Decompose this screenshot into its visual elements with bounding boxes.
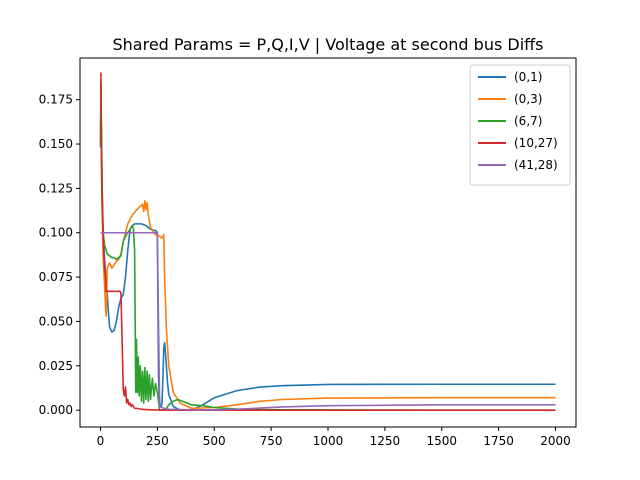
x-tick-label: 1750	[483, 434, 514, 448]
legend-entry-label: (0,3)	[514, 92, 542, 106]
axes-frame	[79, 57, 577, 428]
legend-entry-label: (41,28)	[514, 158, 558, 172]
series-line-2	[99, 81, 556, 411]
y-tick-label: 0.150	[39, 137, 73, 151]
x-tick-label: 1500	[426, 434, 457, 448]
legend-box	[469, 64, 571, 186]
x-axis: 0 250 500 750 1000 1250 1500 1750 2000	[97, 427, 571, 448]
x-tick-label: 1250	[370, 434, 401, 448]
x-tick-label: 250	[146, 434, 169, 448]
y-tick-label: 0.050	[39, 314, 73, 328]
y-tick-label: 0.000	[39, 403, 73, 417]
y-tick-label: 0.075	[39, 270, 73, 284]
y-tick-label: 0.125	[39, 181, 73, 195]
x-tick-label: 750	[260, 434, 283, 448]
x-tick-label: 500	[203, 434, 226, 448]
series-line-1	[99, 86, 556, 410]
plot-lines	[99, 72, 556, 411]
x-tick-label: 0	[97, 434, 105, 448]
legend: (0,1) (0,3) (6,7) (10,27) (41,28)	[469, 64, 571, 186]
series-line-4	[100, 231, 556, 411]
y-axis: 0.000 0.025 0.050 0.075 0.100 0.125 0.150 0.175	[39, 93, 80, 417]
y-tick-label: 0.175	[39, 93, 73, 107]
legend-entry-label: (6,7)	[514, 114, 542, 128]
y-tick-label: 0.025	[39, 359, 73, 373]
legend-entry-label: (10,27)	[514, 136, 558, 150]
x-tick-label: 1000	[313, 434, 344, 448]
chart-title: Shared Params = P,Q,I,V | Voltage at sec…	[112, 35, 543, 54]
legend-entry-label: (0,1)	[514, 70, 542, 84]
y-tick-label: 0.100	[39, 226, 73, 240]
x-tick-label: 2000	[540, 434, 571, 448]
